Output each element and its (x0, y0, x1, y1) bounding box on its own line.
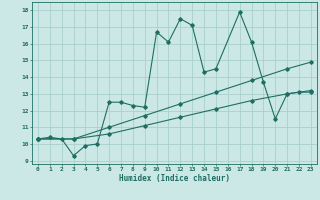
X-axis label: Humidex (Indice chaleur): Humidex (Indice chaleur) (119, 174, 230, 183)
